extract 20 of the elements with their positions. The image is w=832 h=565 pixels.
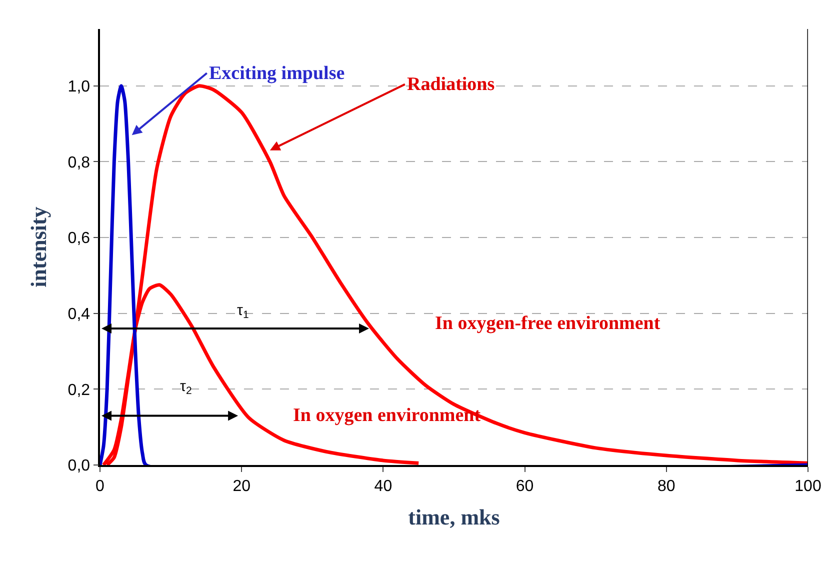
x-tick-label: 60 [516,478,534,495]
y-tick-label: 0,2 [68,382,90,399]
annotation: τ$_{2}$ [180,378,192,398]
y-tick-label: 0,6 [68,230,90,248]
x-axis-title: time, mks [408,504,500,530]
y-tick-label: 1,0 [68,78,90,96]
x-tick-label: 80 [658,478,676,495]
y-axis-title: intensity [26,206,52,288]
annotation: In oxygen-free environment [435,313,661,334]
x-tick-label: 40 [374,478,392,495]
annotation: τ$_{1}$ [237,302,249,322]
annotation: Exciting impulse [209,63,345,84]
y-tick-label: 0,8 [68,154,90,172]
y-tick-label: 0,4 [68,306,90,323]
x-tick-label: 0 [96,478,105,495]
y-tick-label: 0,0 [68,458,90,475]
annotation: Radiations [407,74,495,95]
x-tick-label: 20 [232,478,251,495]
x-tick-label: 100 [794,478,822,495]
annotation: In oxygen environment [293,405,482,426]
